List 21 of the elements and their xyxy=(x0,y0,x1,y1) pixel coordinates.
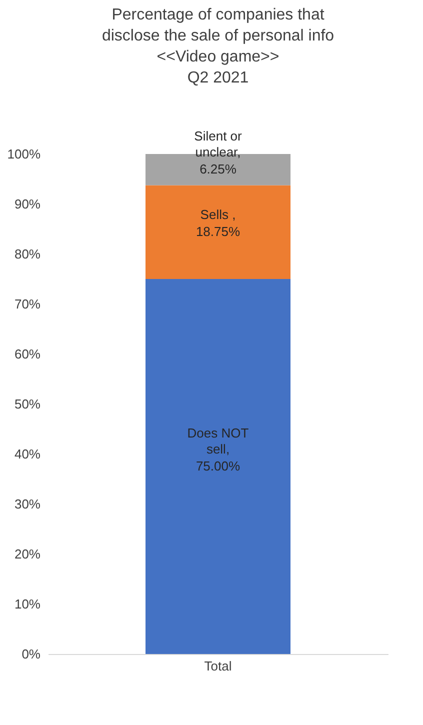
series-label: Sells , xyxy=(200,207,236,222)
series-label: Does NOT sell, xyxy=(187,426,249,456)
series-label: Silent or unclear, xyxy=(194,128,243,160)
x-tick-label: Total xyxy=(204,658,232,674)
data-label: 18.75% xyxy=(196,224,240,240)
y-tick-label: 0% xyxy=(22,646,41,662)
bar xyxy=(146,185,290,279)
y-tick-label: 30% xyxy=(14,496,41,512)
y-tick-label: 60% xyxy=(14,346,41,362)
y-tick-label: 100% xyxy=(7,146,41,162)
y-tick-label: 20% xyxy=(14,546,41,562)
y-tick-label: 80% xyxy=(14,246,41,262)
y-tick-label: 10% xyxy=(14,596,41,612)
data-label: 75.00% xyxy=(196,458,240,474)
bar xyxy=(146,279,290,654)
y-tick-label: 40% xyxy=(14,446,41,462)
chart-title: Percentage of companies that disclose the sale of personal info <<Video game>> Q2 2021 xyxy=(102,6,334,87)
y-tick-label: 90% xyxy=(14,196,41,212)
y-tick-label: 50% xyxy=(14,396,41,412)
y-tick-label: 70% xyxy=(14,296,41,312)
data-label: 6.25% xyxy=(200,162,237,177)
